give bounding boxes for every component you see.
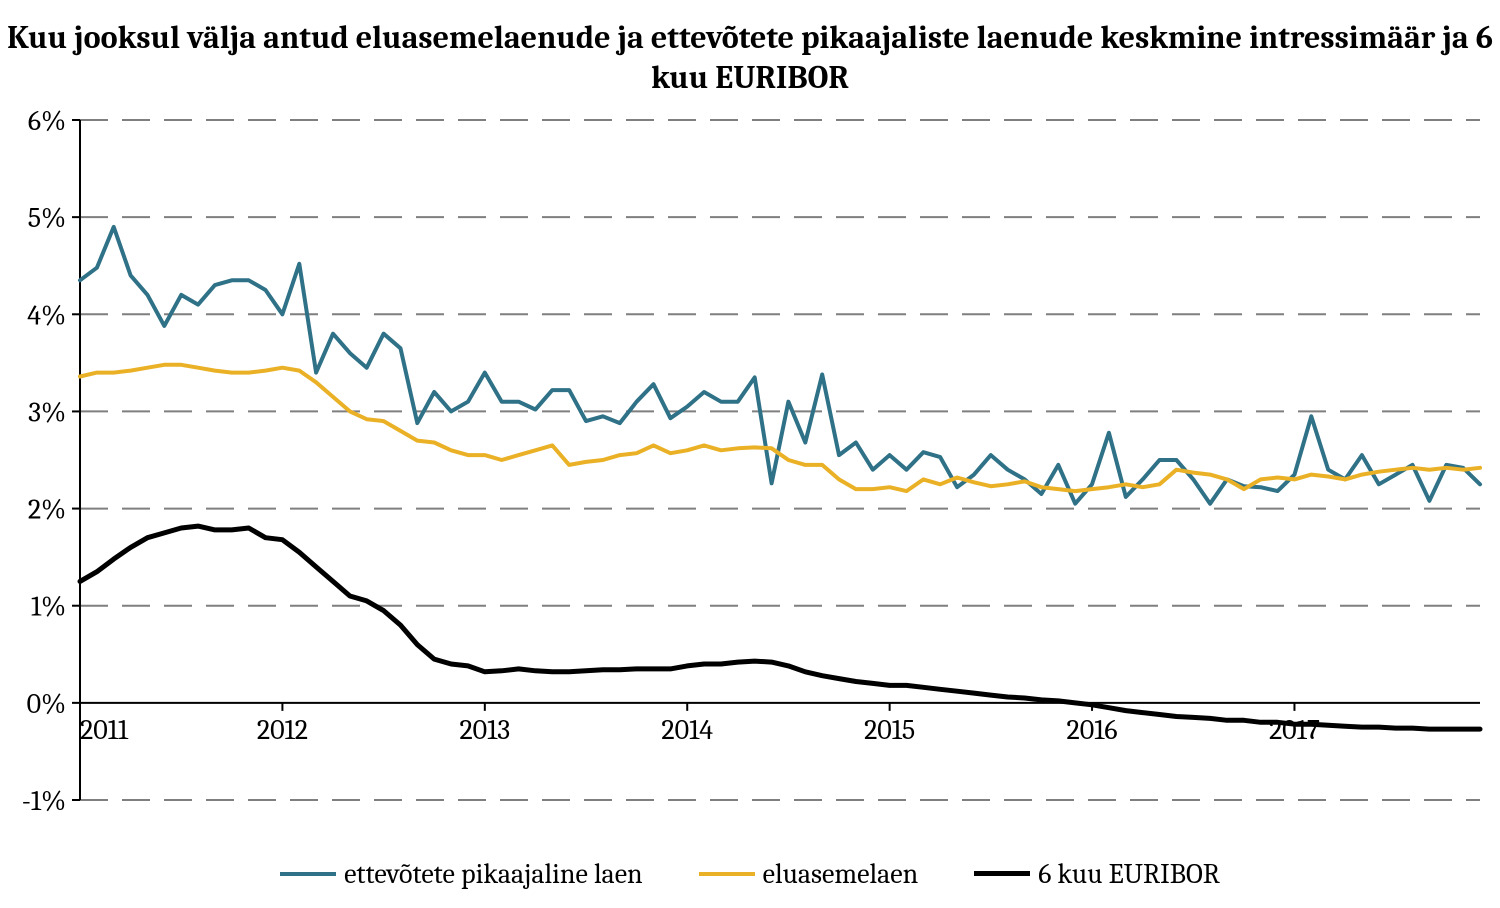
y-tick-label: 6% xyxy=(28,105,66,137)
x-tick-label: 2015 xyxy=(864,714,915,746)
legend-label: ettevõtete pikaajaline laen xyxy=(344,858,643,890)
series-euribor xyxy=(80,526,1480,729)
x-tick-label: 2011 xyxy=(80,714,129,746)
y-tick-label: 2% xyxy=(28,494,66,526)
y-tick-label: 5% xyxy=(28,202,66,234)
x-tick-label: 2014 xyxy=(661,714,713,746)
chart-svg: -1% 0% 1% 2% 3% 4% 5% 6% 2011 2012 2013 2014 2015 201… xyxy=(0,0,1500,908)
y-tick-label: 3% xyxy=(28,396,66,428)
series-housing xyxy=(80,365,1480,491)
x-tick-label: 2013 xyxy=(459,714,510,746)
y-tick-label: 0% xyxy=(27,688,66,720)
chart-container: Kuu jooksul välja antud eluasemelaenude … xyxy=(0,0,1500,908)
series-corporate xyxy=(80,227,1480,504)
legend-item-corporate: ettevõtete pikaajaline laen xyxy=(280,858,643,890)
legend-label: eluasemelaen xyxy=(763,858,919,890)
legend-item-euribor: 6 kuu EURIBOR xyxy=(974,858,1220,890)
legend-swatch xyxy=(974,871,1030,876)
x-tick-label: 2012 xyxy=(257,714,308,746)
x-tick-label: 2017 xyxy=(1269,714,1320,746)
legend: ettevõtete pikaajaline laen eluasemelaen 6… xyxy=(0,851,1500,890)
x-tick-label: 2016 xyxy=(1067,714,1118,746)
y-tick-label: 4% xyxy=(27,299,66,331)
legend-swatch xyxy=(699,872,755,876)
legend-swatch xyxy=(280,872,336,876)
legend-label: 6 kuu EURIBOR xyxy=(1038,858,1220,890)
y-tick-label: -1% xyxy=(22,785,66,817)
legend-item-housing: eluasemelaen xyxy=(699,858,919,890)
y-tick-label: 1% xyxy=(31,591,66,623)
